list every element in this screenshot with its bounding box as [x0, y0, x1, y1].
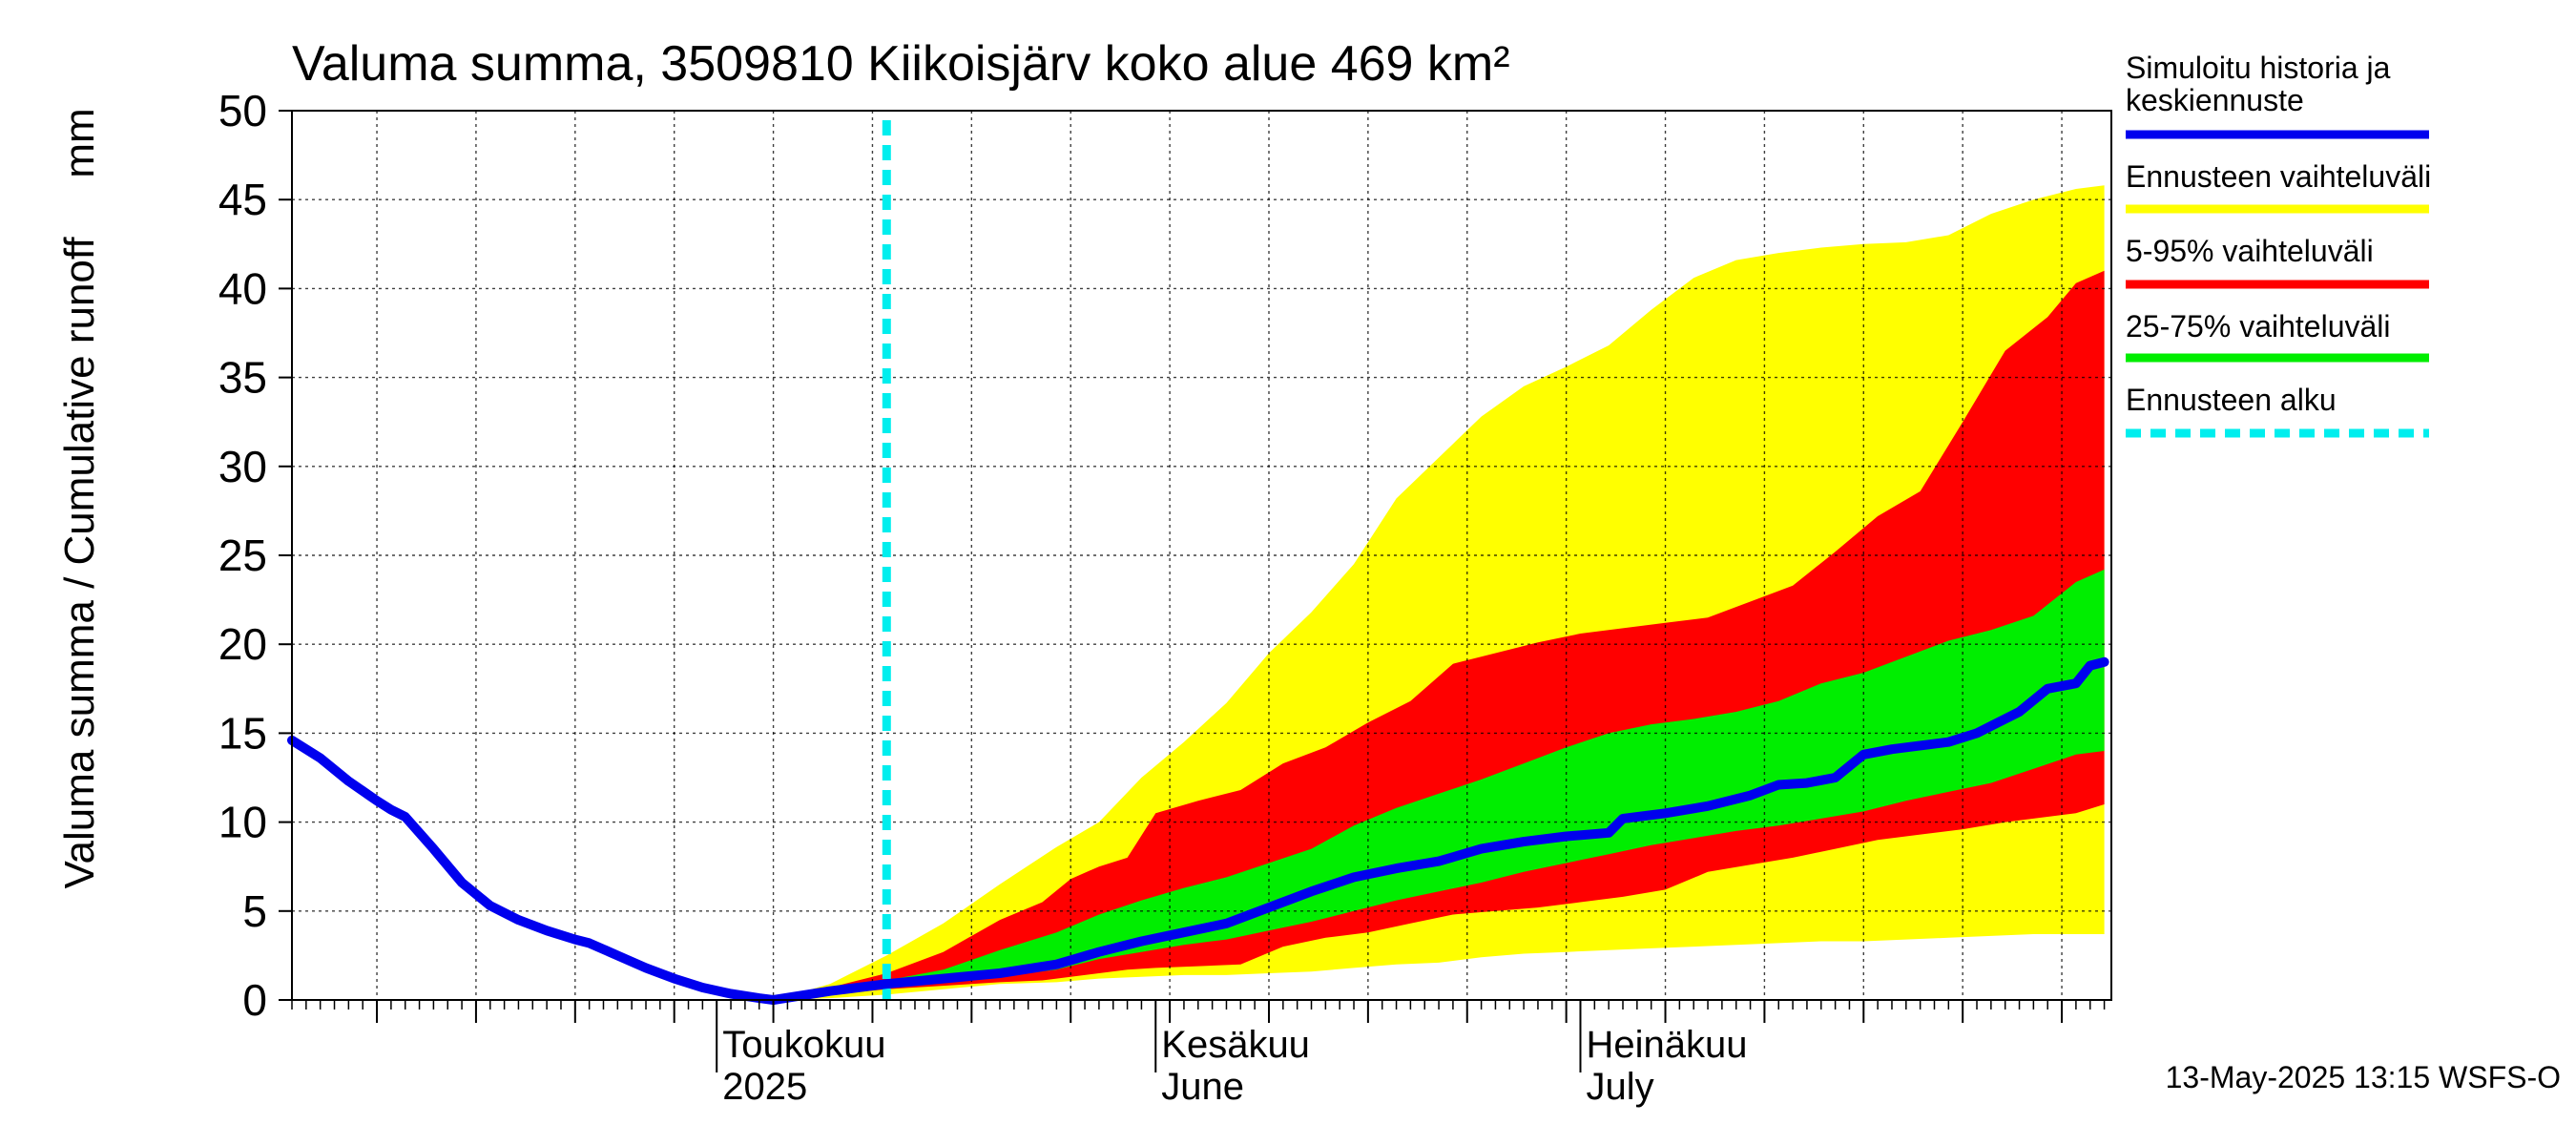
- y-axis-label: Valuma summa / Cumulative runoff: [56, 237, 103, 889]
- x-month-label: Toukokuu: [722, 1024, 885, 1066]
- legend: Simuloitu historia ja keskiennuste Ennust…: [2126, 51, 2431, 438]
- y-tick-label: 50: [218, 86, 267, 135]
- y-tick-label: 15: [218, 708, 267, 758]
- y-axis: 0 5 10 15 20 25 30 35 40 45 50: [218, 86, 292, 1025]
- y-tick-label: 20: [218, 619, 267, 669]
- chart-title: Valuma summa, 3509810 Kiikoisjärv koko a…: [292, 36, 1510, 92]
- median-forecast-line: [768, 656, 2109, 1005]
- x-month-label: Kesäkuu: [1161, 1024, 1310, 1066]
- legend-label-history-line1: Simuloitu historia ja keskiennuste: [2126, 51, 2391, 117]
- legend-label-p5-95: 5-95% vaihteluväli: [2126, 234, 2374, 268]
- x-month-sublabel: 2025: [722, 1066, 807, 1108]
- x-month-sublabel: June: [1161, 1066, 1244, 1108]
- legend-label-forecast-start: Ennusteen alku: [2126, 383, 2337, 417]
- legend-label-p25-75: 25-75% vaihteluväli: [2126, 309, 2391, 344]
- series-lines: [287, 120, 2109, 1005]
- y-tick-label: 5: [242, 886, 267, 936]
- y-tick-label: 10: [218, 798, 267, 847]
- grid-lines: [292, 111, 2111, 1000]
- legend-label-full-range: Ennusteen vaihteluväli: [2126, 159, 2431, 194]
- y-axis-unit: mm: [56, 108, 103, 177]
- y-tick-label: 45: [218, 175, 267, 224]
- band-p25-75: [773, 569, 2105, 1000]
- x-month-label: Heinäkuu: [1586, 1024, 1747, 1066]
- history-line: [287, 735, 779, 1005]
- forecast-bands: [773, 185, 2105, 1001]
- plot-area: [287, 110, 2112, 1005]
- y-tick-label: 35: [218, 353, 267, 403]
- y-tick-label: 0: [242, 975, 267, 1025]
- y-tick-label: 40: [218, 263, 267, 313]
- y-tick-label: 25: [218, 531, 267, 580]
- x-month-sublabel: July: [1586, 1066, 1653, 1108]
- footer-timestamp: 13-May-2025 13:15 WSFS-O: [2166, 1060, 2561, 1094]
- y-tick-label: 30: [218, 442, 267, 491]
